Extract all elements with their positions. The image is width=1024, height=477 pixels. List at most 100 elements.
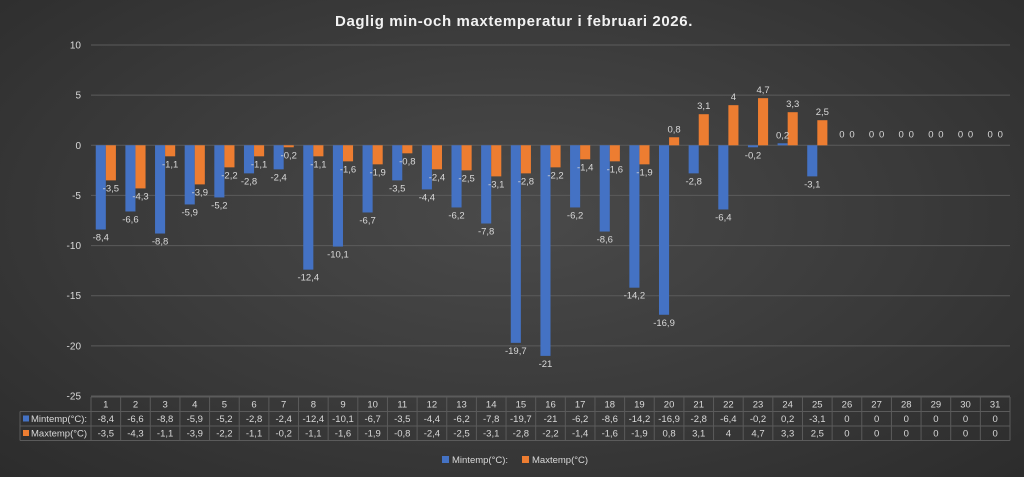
max-data-label: -1,1 bbox=[310, 159, 326, 170]
table-cell: -3,5 bbox=[98, 429, 114, 440]
table-cell: 0 bbox=[993, 429, 998, 440]
min-bar bbox=[629, 145, 640, 288]
y-tick-label: 0 bbox=[75, 141, 81, 152]
min-data-label: 0 bbox=[987, 129, 992, 140]
legend-label: Mintemp(°C): bbox=[452, 455, 508, 466]
table-cell: -0,2 bbox=[750, 414, 766, 425]
max-data-label: -3,1 bbox=[488, 179, 504, 190]
table-series-name: Mintemp(°C): bbox=[31, 414, 87, 425]
min-data-label: -5,9 bbox=[182, 207, 198, 218]
max-data-label: 0,8 bbox=[668, 124, 681, 135]
max-bar bbox=[372, 145, 383, 165]
category-label: 25 bbox=[812, 400, 823, 411]
table-cell: 0 bbox=[904, 414, 909, 425]
table-cell: 0 bbox=[963, 429, 968, 440]
legend-key bbox=[522, 456, 529, 463]
category-label: 13 bbox=[456, 400, 467, 411]
table-cell: -3,1 bbox=[483, 429, 499, 440]
table-legend-key bbox=[23, 415, 29, 422]
table-cell: -3,1 bbox=[809, 414, 825, 425]
max-bar bbox=[342, 145, 354, 162]
category-label: 11 bbox=[397, 400, 407, 411]
max-data-label: -1,9 bbox=[369, 167, 385, 178]
table-cell: -1,1 bbox=[246, 429, 262, 440]
max-data-label: 4,7 bbox=[756, 85, 769, 96]
table-cell: -8,6 bbox=[602, 414, 618, 425]
table-cell: 0 bbox=[904, 429, 909, 440]
min-data-label: -12,4 bbox=[297, 273, 319, 284]
max-data-label: -2,4 bbox=[429, 172, 445, 183]
min-data-label: -19,7 bbox=[505, 346, 527, 357]
table-cell: 3,1 bbox=[692, 429, 705, 440]
max-bar bbox=[669, 137, 680, 146]
table-cell: -5,2 bbox=[216, 414, 232, 425]
min-data-label: -16,9 bbox=[653, 318, 675, 329]
category-label: 9 bbox=[340, 400, 345, 411]
min-data-label: 0,2 bbox=[776, 130, 789, 141]
table-cell: -1,9 bbox=[364, 429, 380, 440]
min-data-label: 0 bbox=[899, 129, 904, 140]
table-cell: -1,6 bbox=[602, 429, 618, 440]
table-cell: -1,1 bbox=[157, 429, 173, 440]
table-cell: -2,2 bbox=[216, 429, 232, 440]
max-bar bbox=[431, 145, 442, 170]
min-data-label: -4,4 bbox=[419, 192, 435, 203]
max-data-label: 0 bbox=[849, 129, 854, 140]
category-label: 28 bbox=[901, 400, 912, 411]
max-data-label: 0 bbox=[938, 129, 943, 140]
min-bar bbox=[332, 145, 343, 247]
table-cell: -14,2 bbox=[629, 414, 651, 425]
max-bar bbox=[491, 145, 502, 177]
category-label: 1 bbox=[103, 400, 108, 411]
table-cell: -2,4 bbox=[424, 429, 440, 440]
min-bar bbox=[125, 145, 136, 212]
max-bar bbox=[254, 145, 265, 157]
min-bar bbox=[184, 145, 195, 205]
max-data-label: 3,3 bbox=[786, 99, 799, 110]
min-data-label: -2,4 bbox=[270, 172, 286, 183]
table-cell: 0,2 bbox=[781, 414, 794, 425]
table-cell: -3,5 bbox=[394, 414, 410, 425]
max-bar bbox=[520, 145, 531, 174]
min-bar bbox=[570, 145, 581, 208]
max-bar bbox=[817, 120, 828, 146]
min-data-label: -6,7 bbox=[359, 215, 375, 226]
min-bar bbox=[303, 145, 314, 270]
min-bar bbox=[599, 145, 610, 232]
table-cell: -8,8 bbox=[157, 414, 173, 425]
table-cell: -2,4 bbox=[276, 414, 292, 425]
max-bar bbox=[194, 145, 205, 185]
table-cell: -6,2 bbox=[572, 414, 588, 425]
category-label: 19 bbox=[634, 400, 645, 411]
min-data-label: 0 bbox=[928, 129, 933, 140]
min-data-label: -8,4 bbox=[93, 233, 109, 244]
min-data-label: -6,4 bbox=[715, 212, 731, 223]
max-bar bbox=[283, 145, 294, 148]
bars bbox=[95, 98, 828, 356]
category-label: 16 bbox=[545, 400, 556, 411]
max-bar bbox=[313, 145, 324, 157]
category-label: 14 bbox=[486, 400, 497, 411]
category-label: 2 bbox=[133, 400, 138, 411]
min-bar bbox=[718, 145, 729, 210]
table-cell: -10,1 bbox=[332, 414, 354, 425]
y-tick-label: -15 bbox=[67, 291, 82, 302]
table-cell: -7,8 bbox=[483, 414, 499, 425]
max-data-label: -1,1 bbox=[162, 159, 178, 170]
table-cell: -19,7 bbox=[510, 414, 532, 425]
min-bar bbox=[807, 145, 818, 177]
max-bar bbox=[461, 145, 472, 171]
min-bar bbox=[95, 145, 106, 230]
min-bar bbox=[392, 145, 403, 181]
category-label: 15 bbox=[516, 400, 527, 411]
table-cell: -2,2 bbox=[542, 429, 558, 440]
category-label: 23 bbox=[753, 400, 764, 411]
min-bar bbox=[777, 143, 788, 146]
min-bar bbox=[421, 145, 432, 190]
category-label: 26 bbox=[842, 400, 853, 411]
category-label: 29 bbox=[931, 400, 942, 411]
category-label: 27 bbox=[871, 400, 882, 411]
max-data-label: 2,5 bbox=[816, 107, 829, 118]
max-bar bbox=[787, 112, 798, 146]
table-cell: -0,8 bbox=[394, 429, 410, 440]
